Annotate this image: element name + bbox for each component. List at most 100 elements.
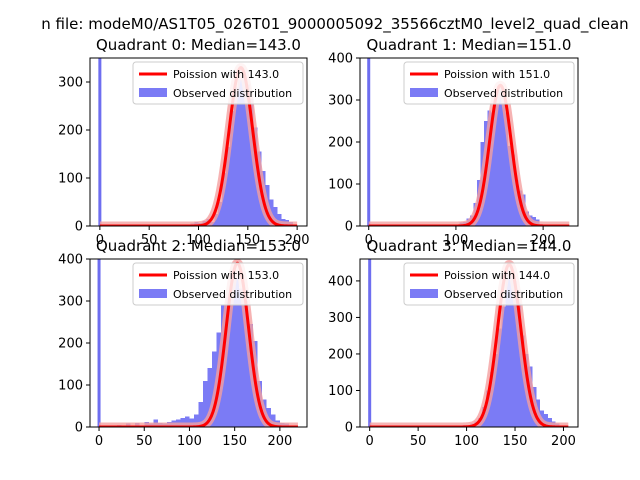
histogram-bar [198, 401, 204, 427]
histogram-bar [239, 288, 244, 427]
legend-observed-swatch [410, 88, 438, 97]
x-tick-label: 100 [454, 434, 479, 449]
y-tick-label: 300 [58, 295, 83, 310]
histogram-bar [245, 84, 250, 226]
x-tick-label: 100 [444, 233, 469, 248]
legend: Poission with 143.0 Observed distribution [132, 61, 304, 105]
x-tick-label: 0 [96, 233, 104, 248]
subplot-quadrant-0: 0 50 100 150 200 0 100 200 300 Quadrant 0: Median… [58, 36, 309, 248]
y-tick-label: 200 [58, 124, 83, 139]
legend-box [403, 262, 575, 306]
histogram-bar [249, 98, 254, 226]
histogram-bar [225, 296, 231, 427]
histogram-bar [184, 416, 190, 427]
legend: Poission with 144.0 Observed distribution [403, 262, 575, 306]
legend-observed-label: Observed distribution [444, 87, 563, 100]
histogram-bar [494, 95, 498, 226]
histogram-bar [234, 277, 240, 427]
x-tick-label: 0 [365, 233, 373, 248]
legend-observed-label: Observed distribution [173, 87, 292, 100]
legend-poisson-label: Poission with 151.0 [444, 68, 550, 81]
x-tick-label: 200 [285, 233, 310, 248]
histogram-bar [501, 306, 506, 427]
figure-suptitle: n file: modeM0/AS1T05_026T01_9000005092_… [41, 15, 628, 34]
histogram-bar [273, 206, 278, 226]
legend: Poission with 153.0 Observed distribution [132, 262, 304, 306]
histogram-bar [241, 72, 246, 226]
subplot-quadrant-2: 0 50 100 150 200 0 100 200 300 400 Quadrant 2: Med… [58, 237, 308, 449]
y-tick-label: 200 [328, 136, 353, 151]
histogram-bar [501, 89, 505, 226]
histogram-bar [230, 110, 235, 226]
x-tick-label: 50 [141, 233, 158, 248]
histogram-bar [193, 414, 199, 427]
histogram-zero-spike [98, 58, 102, 226]
histogram-bar [218, 202, 223, 226]
x-tick-label: 0 [366, 434, 374, 449]
y-tick-label: 400 [58, 253, 83, 268]
x-tick-label: 50 [136, 434, 153, 449]
legend-poisson-label: Poission with 153.0 [173, 269, 279, 282]
legend-observed-label: Observed distribution [444, 288, 563, 301]
histogram-bar [222, 173, 227, 226]
histogram-bar [493, 353, 498, 427]
x-tick-label: 200 [267, 434, 292, 449]
histogram-bar [516, 302, 521, 427]
legend-observed-swatch [410, 289, 438, 298]
histogram-bar [277, 214, 282, 226]
histogram-bar [230, 275, 235, 427]
x-tick-label: 150 [222, 434, 247, 449]
histogram-bar [234, 86, 238, 226]
y-tick-label: 0 [75, 220, 83, 235]
histogram-bar [544, 414, 548, 427]
histogram-bar [505, 269, 510, 427]
y-tick-label: 100 [58, 172, 83, 187]
legend-box [132, 61, 304, 105]
y-tick-label: 400 [328, 52, 353, 67]
histogram-bar [508, 146, 512, 226]
histogram-bar [237, 79, 242, 226]
subplot-quadrant-1: 0 100 200 0 100 200 300 400 Quadrant 1: Median=1… [328, 36, 579, 248]
histogram-bar [226, 146, 231, 226]
y-tick-label: 300 [328, 311, 353, 326]
subplot-title: Quadrant 2: Median=153.0 [96, 237, 301, 255]
histogram-bar [497, 87, 502, 226]
y-tick-label: 200 [58, 337, 83, 352]
histogram-bar [270, 414, 276, 427]
histogram-bar [203, 380, 208, 427]
y-tick-label: 100 [328, 178, 353, 193]
histogram-bar [504, 112, 509, 226]
legend-poisson-label: Poission with 143.0 [173, 68, 279, 81]
x-tick-label: 150 [503, 434, 528, 449]
histogram-bar [180, 417, 185, 427]
x-tick-label: 200 [551, 434, 576, 449]
histogram-bar [520, 335, 525, 427]
y-tick-label: 0 [75, 421, 83, 436]
histogram-zero-spike [97, 259, 101, 427]
subplot-title: Quadrant 0: Median=143.0 [96, 36, 301, 54]
histogram-bar [214, 214, 219, 226]
x-tick-label: 150 [235, 233, 260, 248]
x-tick-label: 100 [177, 434, 202, 449]
subplot-title: Quadrant 1: Median=151.0 [367, 36, 572, 54]
y-tick-label: 200 [328, 347, 353, 362]
subplot-quadrant-3: 0 50 100 150 200 0 100 200 300 400 Quadrant 3: Med… [328, 237, 579, 449]
subplot-title: Quadrant 3: Median=144.0 [367, 237, 572, 255]
histogram-zero-spike [368, 259, 372, 427]
legend-observed-swatch [139, 88, 167, 97]
histogram-bar [207, 368, 213, 427]
x-tick-label: 200 [531, 233, 556, 248]
y-tick-label: 300 [328, 94, 353, 109]
legend-observed-swatch [139, 289, 167, 298]
y-tick-label: 100 [58, 379, 83, 394]
x-tick-label: 0 [95, 434, 103, 449]
histogram-zero-spike [367, 58, 371, 226]
y-tick-label: 0 [345, 421, 353, 436]
x-tick-label: 100 [186, 233, 211, 248]
y-tick-label: 0 [345, 220, 353, 235]
legend-observed-label: Observed distribution [173, 288, 292, 301]
axes-frame [359, 258, 579, 428]
histogram-bar [509, 273, 514, 427]
x-tick-label: 50 [410, 434, 427, 449]
